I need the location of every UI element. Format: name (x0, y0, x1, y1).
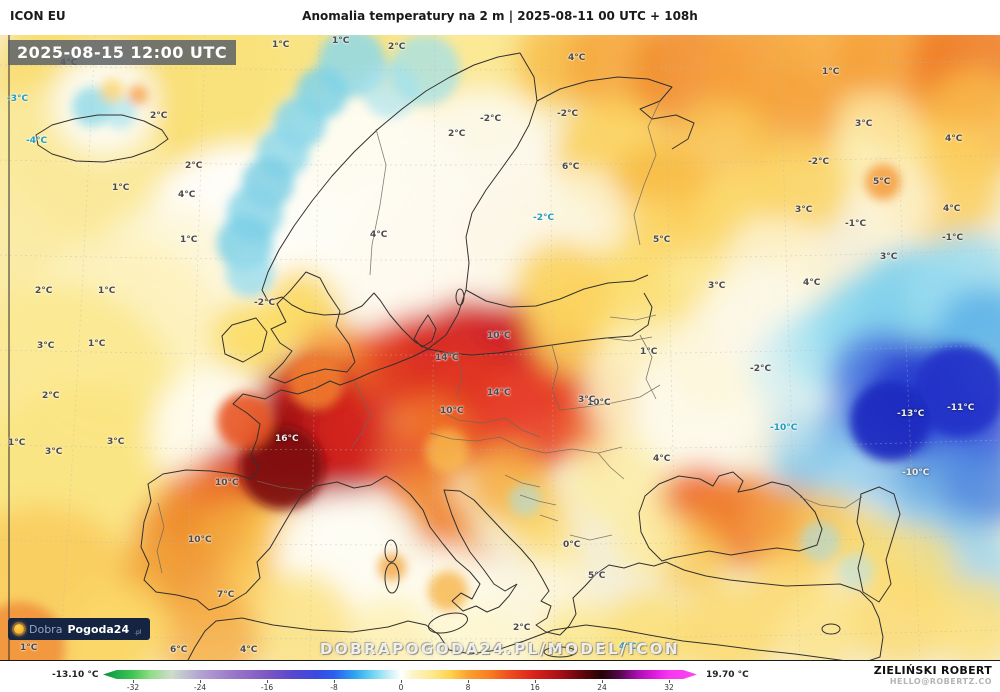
heat-blob (390, 35, 460, 105)
heat-blob (943, 445, 1000, 529)
coast-ireland (221, 317, 268, 363)
coast-caspian (856, 486, 901, 603)
map-canvas: 4°C1°C1°C2°C1°C4°C-3°C-4°C2°C2°C4°C1°C1°… (0, 35, 1000, 660)
author-name: ZIELIŃSKI ROBERT (873, 664, 992, 677)
coast-denmark (413, 314, 437, 348)
island-sicily (427, 612, 469, 634)
heat-blob (160, 587, 260, 660)
coast-turkey-africa (187, 561, 884, 660)
header-bar: ICON EU Anomalia temperatury na 2 m | 20… (0, 0, 1000, 35)
coast-scandinavia (261, 52, 538, 350)
heat-blob (514, 241, 606, 333)
sun-icon (14, 624, 24, 634)
watermark-text: DOBRAPOGODA24.PL/MODEL/ICON (319, 640, 681, 658)
colorbar-footer: -13.10 °C -32 -24 -16 -8 0 8 16 24 32 19.70 °C Z… (0, 660, 1000, 692)
country-borders (156, 100, 863, 574)
heat-blob (212, 299, 288, 375)
graticule-lines (0, 35, 1000, 660)
colorbar-tick-value: -24 (193, 683, 207, 692)
colorbar-tick-mark (334, 680, 335, 683)
colorbar-tick-value: -16 (260, 683, 274, 692)
colorbar-tick-mark (669, 680, 670, 683)
author-contact: HELLO@ROBERTZ.CO (889, 677, 992, 686)
coastlines (35, 52, 901, 660)
heat-blob (430, 602, 530, 660)
colorbar-tick-mark (133, 680, 134, 683)
colorbar-tick-mark (401, 680, 402, 683)
coast-iceland (35, 114, 169, 163)
colorbar-min-value: -13.10 °C (52, 670, 99, 680)
heat-blob (838, 553, 874, 589)
heat-blob (100, 79, 124, 103)
heat-blob (104, 97, 136, 129)
island-sardinia (384, 562, 400, 594)
heat-blob (930, 577, 1000, 660)
colorbar-tick-value: -8 (330, 683, 338, 692)
heat-blob (128, 85, 148, 105)
colorbar-tick-value: 32 (664, 683, 674, 692)
heat-blob (509, 484, 541, 516)
heat-blob (680, 582, 780, 660)
credits-block: ZIELIŃSKI ROBERT HELLO@ROBERTZ.CO (874, 664, 992, 686)
logo-text-small: .pl (134, 629, 142, 636)
colorbar-tick-value: 24 (597, 683, 607, 692)
colorbar-tick-value: 0 (398, 683, 404, 692)
heat-blob (240, 425, 324, 509)
heat-blob (769, 404, 821, 456)
island-crete (543, 646, 577, 658)
page-title: Anomalia temperatury na 2 m | 2025-08-11… (302, 9, 698, 23)
colorbar-tick-mark (602, 680, 603, 683)
heat-blob (245, 572, 355, 660)
heat-blob (288, 354, 344, 410)
colorbar-tick-value: 8 (465, 683, 471, 692)
heat-blob (217, 393, 273, 449)
coast-gulf-finland (465, 274, 649, 308)
heat-blob (425, 429, 469, 473)
colorbar-tick-mark (535, 680, 536, 683)
logo-text-light: Dobra (29, 622, 63, 636)
colorbar-tick-value: 16 (530, 683, 540, 692)
colorbar-gradient (103, 670, 697, 679)
heat-blob (800, 521, 840, 561)
coast-britain (268, 271, 356, 384)
heat-blob (310, 389, 394, 473)
heat-blob (535, 602, 625, 660)
heat-blob (614, 501, 686, 573)
heat-blob (914, 345, 1000, 437)
colorbar-tick-mark (468, 680, 469, 683)
coast-baltic-south (427, 292, 653, 356)
heat-blob (532, 169, 628, 265)
model-name: ICON EU (10, 9, 66, 23)
heat-blob (775, 582, 865, 660)
island-cyprus (821, 623, 841, 635)
coast-adriatic-greece (443, 489, 667, 636)
colorbar-tick-mark (200, 680, 201, 683)
island-corsica (384, 539, 398, 563)
colorbar-tick-mark (267, 680, 268, 683)
colorbar-max-value: 19.70 °C (706, 670, 749, 680)
heat-blob (226, 249, 274, 297)
heat-blob (605, 592, 695, 660)
dobrapogoda24-logo: Dobra Pogoda24 .pl (8, 618, 150, 640)
valid-time-badge: 2025-08-15 12:00 UTC (8, 40, 237, 65)
island-gotland (455, 288, 465, 306)
coast-black-sea (638, 471, 823, 562)
logo-text-bold: Pogoda24 (67, 622, 130, 636)
heat-blob (378, 553, 406, 581)
map-svg (0, 35, 1000, 660)
coast-continent-west (140, 348, 518, 613)
colorbar-tick-value: -32 (126, 683, 140, 692)
heat-blob (428, 571, 468, 611)
heat-blob (850, 381, 930, 461)
heat-blob (345, 597, 435, 660)
heat-blob (752, 139, 848, 235)
heat-blob (850, 567, 950, 660)
heat-blob (865, 164, 901, 200)
